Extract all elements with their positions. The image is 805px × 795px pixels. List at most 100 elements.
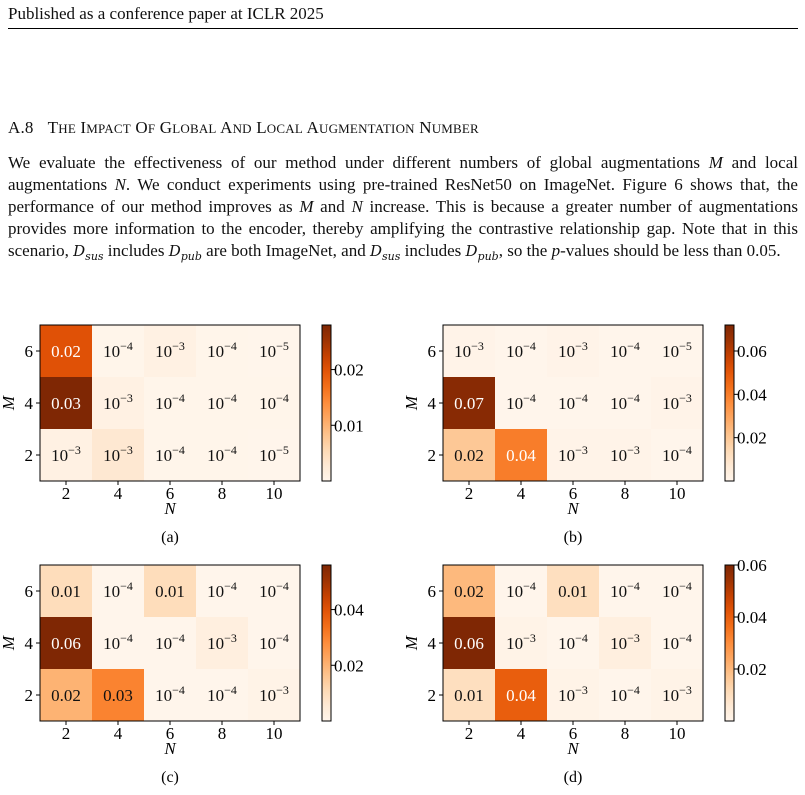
cell-label: 10−4 [506,391,536,413]
x-tick-label: 2 [62,484,71,503]
x-axis-label: N [163,499,177,518]
heatmap-cell [92,429,144,481]
cell-label: 10−5 [259,443,289,465]
section-heading: A.8 THE IMPACT OF GLOBAL AND LOCAL AUGMEN… [8,118,479,138]
heatmap-cell [547,325,599,377]
figure-caption: (c) [161,769,179,786]
cell-label: 10−4 [259,579,289,601]
colorbar [724,564,735,722]
cell-label: 10−4 [610,683,640,705]
section-number: A.8 [8,118,34,137]
heatmap-c: 0.01 10−4 0.01 10−4 10−4 0.06 10−4 10−4 10−3 10−4… [0,564,364,786]
x-axis-label: N [163,739,177,758]
math-symbol: M [299,197,314,216]
cell-label: 10−4 [207,443,237,465]
y-axis-label: M [403,635,421,651]
heatmap-cell [248,617,300,669]
heatmap-cell [40,429,92,481]
figure-a: 0.02 10−4 10−3 10−4 10−5 0.03 10−3 10−4 10−4 10−4… [0,318,400,555]
heatmap-cells: 10−3 10−4 10−3 10−4 10−5 0.07 10−4 10−4 10−4 10−3… [443,325,703,481]
cell-label: 10−4 [155,391,185,413]
section-title: THE IMPACT OF GLOBAL AND LOCAL AUGMENTAT… [47,118,479,137]
heatmap-d: 0.02 10−4 0.01 10−4 10−4 0.06 10−3 10−4 10−3 10−4… [402,556,767,786]
heatmap-cell [144,669,196,721]
heatmap-cell [144,429,196,481]
x-tick-label: 10 [669,724,686,743]
heatmap-cell [443,565,495,617]
y-axis-label: M [0,635,18,651]
heatmap-cell [196,377,248,429]
cell-label: 0.01 [155,582,185,601]
cell-label: 0.04 [506,686,536,705]
heatmap-cell [443,429,495,481]
cell-label: 0.03 [51,394,81,413]
heatmap-cell [248,669,300,721]
cell-label: 10−4 [662,631,692,653]
heatmap-cell [495,325,547,377]
heatmap-cell [248,565,300,617]
cell-label: 10−4 [610,391,640,413]
y-tick-label: 6 [428,342,437,361]
y-tick-label: 4 [428,634,437,653]
heatmap-cell [599,617,651,669]
x-tick-label: 4 [517,484,526,503]
figure-c: 0.01 10−4 0.01 10−4 10−4 0.06 10−4 10−4 10−3 10−4… [0,558,400,795]
colorbar [321,324,332,482]
x-tick-label: 2 [465,484,474,503]
figure-b: 10−3 10−4 10−3 10−4 10−5 0.07 10−4 10−4 10−4 10−3… [402,318,803,555]
heatmap-cell [599,429,651,481]
math-symbol: p [551,241,561,260]
dataset-symbol: Dsus [73,242,104,263]
heatmap-cell [651,325,703,377]
heatmap-cell [599,565,651,617]
figure-d: 0.02 10−4 0.01 10−4 10−4 0.06 10−3 10−4 10−3 10−4… [402,556,803,795]
cell-label: 10−4 [207,579,237,601]
x-tick-label: 10 [669,484,686,503]
x-tick-label: 6 [166,724,175,743]
heatmap-cells: 0.02 10−4 10−3 10−4 10−5 0.03 10−3 10−4 10−4 10−4… [40,325,300,481]
cell-label: 10−3 [259,683,289,705]
x-tick-label: 2 [62,724,71,743]
cell-label: 0.01 [454,686,484,705]
cell-label: 10−3 [558,683,588,705]
cell-label: 10−4 [506,579,536,601]
heatmap-cell [92,377,144,429]
body-paragraph: We evaluate the effectiveness of our met… [8,153,799,263]
heatmap-cell [92,669,144,721]
y-tick-label: 6 [25,342,34,361]
heatmap-cell [248,325,300,377]
math-symbol: M [708,153,723,172]
dataset-symbol: Dsus [369,242,401,263]
cell-label: 0.01 [558,582,588,601]
x-tick-label: 6 [569,484,578,503]
cell-label: 10−3 [51,443,81,465]
heatmap-cell [651,377,703,429]
heatmap-b: 10−3 10−4 10−3 10−4 10−5 0.07 10−4 10−4 10−4 10−3… [402,324,767,546]
colorbar-tick-label: 0.02 [737,429,767,448]
cell-label: 0.02 [51,686,81,705]
heatmap-cell [495,565,547,617]
x-tick-label: 10 [266,484,283,503]
heatmap-cell [495,617,547,669]
heatmap-cell [40,377,92,429]
heatmap-cell [144,377,196,429]
cell-label: 0.03 [103,686,133,705]
y-axis-label: M [403,395,421,411]
figure-caption: (a) [161,529,179,546]
heatmap-cell [248,429,300,481]
heatmap-cell [40,617,92,669]
cell-label: 0.04 [506,446,536,465]
cell-label: 10−3 [558,339,588,361]
cell-label: 10−4 [103,579,133,601]
y-tick-label: 6 [25,582,34,601]
dataset-symbol: Dpub [168,242,202,263]
x-tick-label: 10 [266,724,283,743]
cell-label: 10−3 [506,631,536,653]
cell-label: 10−4 [259,391,289,413]
colorbar-tick-label: 0.01 [334,416,364,435]
cell-label: 10−3 [558,443,588,465]
heatmap-cell [651,429,703,481]
cell-label: 0.07 [454,394,484,413]
heatmap-cell [40,325,92,377]
colorbar-tick-label: 0.04 [737,608,767,627]
